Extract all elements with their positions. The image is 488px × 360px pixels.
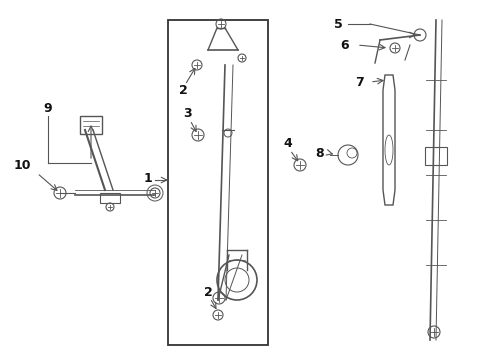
- Text: 5: 5: [333, 18, 342, 31]
- Text: 6: 6: [340, 39, 348, 51]
- Text: 3: 3: [183, 107, 192, 120]
- Text: 4: 4: [283, 136, 292, 149]
- Text: 8: 8: [315, 147, 324, 159]
- Text: 7: 7: [355, 76, 364, 89]
- Bar: [424, 147, 446, 165]
- Text: 2: 2: [178, 84, 187, 96]
- Bar: [100, 193, 120, 203]
- Bar: [80, 116, 102, 134]
- Text: 2: 2: [203, 287, 212, 300]
- Text: 10: 10: [13, 158, 31, 171]
- Text: 1: 1: [143, 171, 152, 185]
- Text: 9: 9: [43, 102, 52, 114]
- Bar: [168, 20, 267, 345]
